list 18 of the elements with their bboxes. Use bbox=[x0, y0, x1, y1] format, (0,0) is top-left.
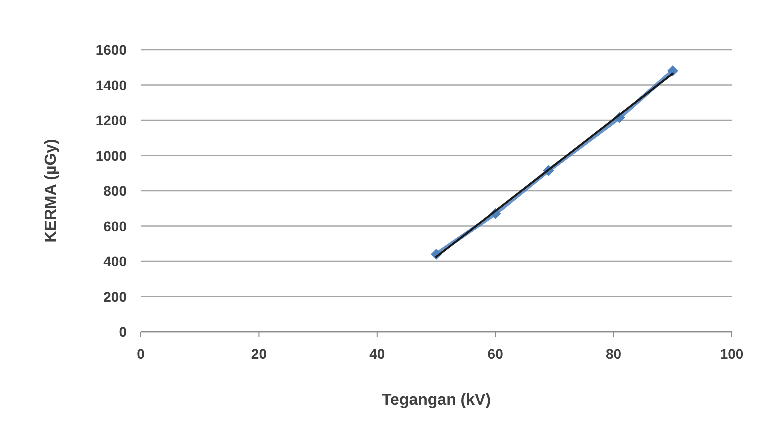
y-tick-label: 200 bbox=[104, 288, 128, 305]
y-tick-label: 800 bbox=[104, 183, 128, 199]
x-tick-label: 40 bbox=[370, 346, 386, 362]
point bbox=[667, 66, 678, 77]
y-tick-label: 600 bbox=[104, 218, 128, 234]
x-tick-label: 60 bbox=[488, 346, 504, 362]
y-tick-label: 1400 bbox=[96, 77, 128, 94]
y-tick-label: 1000 bbox=[96, 148, 128, 164]
x-tick-label: 100 bbox=[720, 346, 744, 362]
y-tick-label: 0 bbox=[119, 324, 128, 340]
y-tick-label: 400 bbox=[104, 254, 128, 270]
x-axis-title: Tegangan (kV) bbox=[382, 392, 492, 409]
x-tick-label: 80 bbox=[606, 346, 622, 362]
x-tick-label: 20 bbox=[251, 346, 268, 362]
y-axis-title: KERMA (µGy) bbox=[43, 139, 60, 243]
y-tick-label: 1600 bbox=[96, 42, 128, 58]
y-tick-label: 1200 bbox=[96, 112, 128, 128]
x-tick-label: 0 bbox=[137, 346, 146, 362]
